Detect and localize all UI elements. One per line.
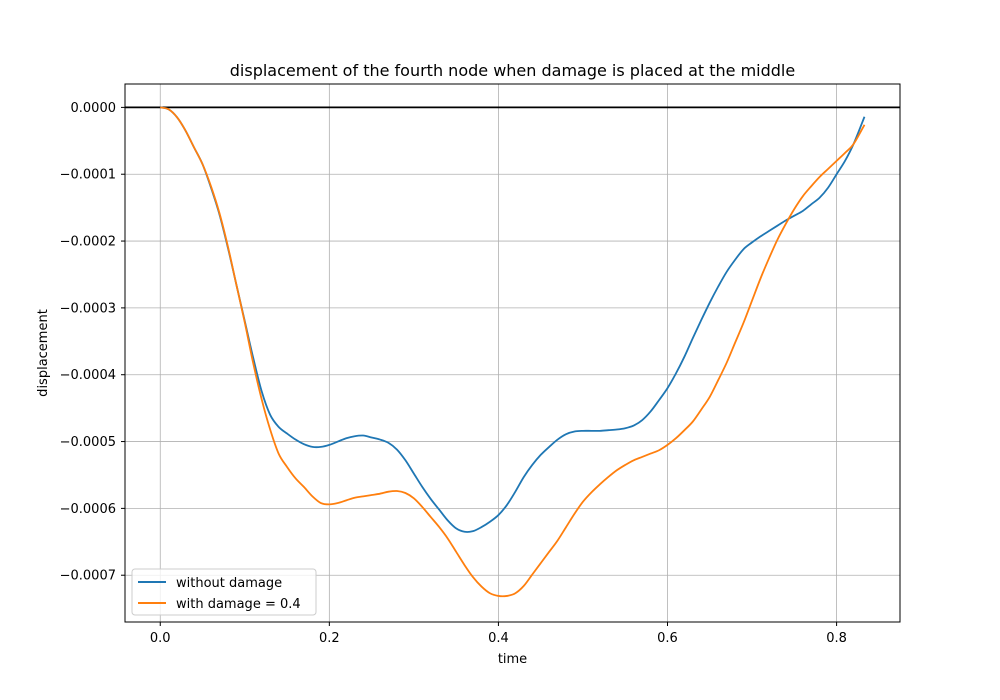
legend-label-with-damage: with damage = 0.4	[176, 597, 301, 612]
grid	[125, 84, 900, 622]
y-tick-label: 0.0000	[71, 101, 117, 116]
plot-frame	[124, 83, 901, 623]
y-tick-label: −0.0006	[60, 502, 116, 517]
y-tick-label: −0.0002	[60, 235, 116, 250]
x-tick-label: 0.6	[657, 631, 678, 646]
x-axis-ticks: 0.0 0.2 0.4 0.6 0.8	[150, 622, 847, 646]
legend-box	[131, 568, 317, 616]
x-axis-label: time	[498, 652, 527, 667]
chart-title: displacement of the fourth node when dam…	[230, 61, 795, 80]
y-tick-label: −0.0007	[60, 569, 116, 584]
y-tick-label: −0.0005	[60, 435, 116, 450]
x-tick-label: 0.0	[150, 631, 171, 646]
legend: without damage with damage = 0.4	[131, 568, 317, 616]
x-tick-label: 0.8	[826, 631, 847, 646]
legend-label-without-damage: without damage	[176, 576, 282, 591]
y-tick-label: −0.0004	[60, 368, 116, 383]
x-tick-label: 0.4	[488, 631, 509, 646]
series-line-with-damage-0-4	[160, 106, 866, 598]
y-tick-label: −0.0003	[60, 301, 116, 316]
y-axis-label: displacement	[36, 309, 51, 397]
series-line-without-damage	[160, 106, 866, 533]
y-axis-ticks: 0.0000 −0.0001 −0.0002 −0.0003 −0.0004 −0.000…	[60, 101, 125, 584]
y-tick-label: −0.0001	[60, 168, 116, 183]
x-tick-label: 0.2	[319, 631, 340, 646]
series-layer	[160, 106, 866, 598]
